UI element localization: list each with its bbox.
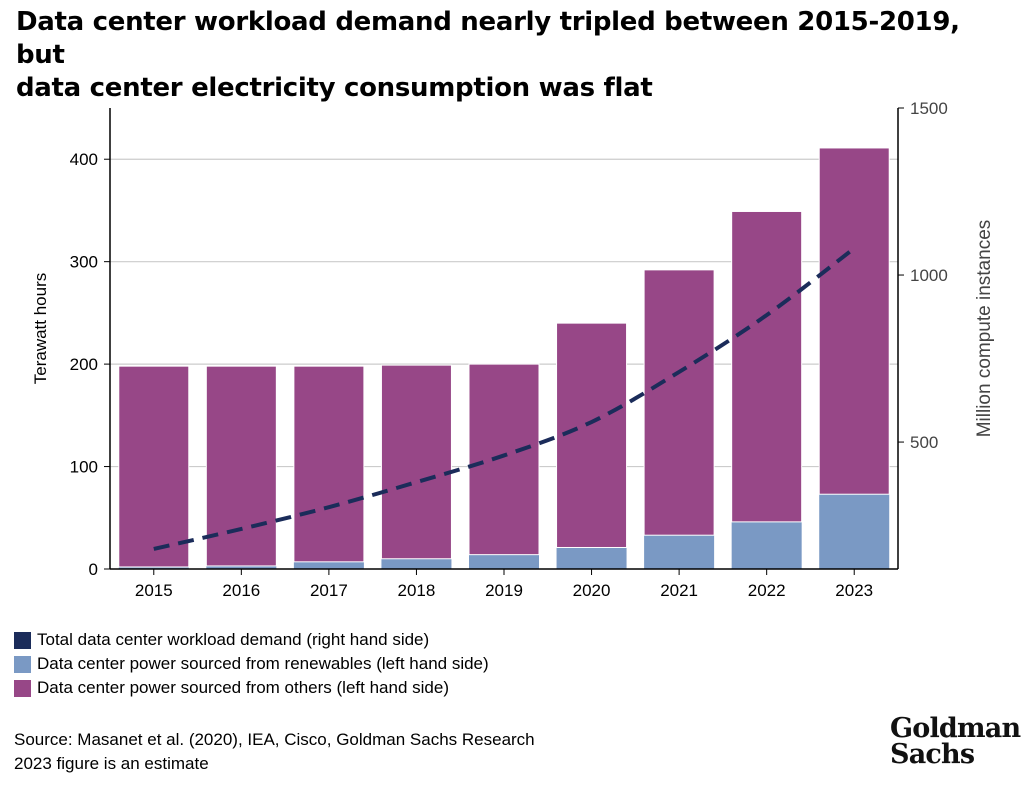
- legend-label-others: Data center power sourced from others (l…: [37, 678, 449, 697]
- footer: Source: Masanet et al. (2020), IEA, Cisc…: [14, 728, 535, 776]
- legend-label-demand: Total data center workload demand (right…: [37, 630, 430, 649]
- legend-swatch-demand: [14, 631, 31, 649]
- estimate-note: 2023 figure is an estimate: [14, 754, 209, 773]
- y2-axis-label: Million compute instances: [974, 220, 995, 438]
- x-tick-label: 2021: [660, 581, 698, 600]
- bar-others: [118, 365, 190, 568]
- legend-item-others: Data center power sourced from others (l…: [14, 676, 489, 700]
- bar-renewables: [118, 566, 189, 569]
- legend-item-renewables: Data center power sourced from renewable…: [14, 652, 489, 676]
- x-tick-label: 2018: [398, 581, 436, 600]
- bar-others: [293, 365, 365, 563]
- x-tick-label: 2023: [835, 581, 873, 600]
- bar-renewables: [381, 558, 452, 569]
- y-axis-label: Terawatt hours: [31, 273, 50, 385]
- bar-renewables: [731, 521, 802, 569]
- legend-label-renewables: Data center power sourced from renewable…: [37, 654, 489, 673]
- chart-title-line-1: Data center workload demand nearly tripl…: [16, 7, 960, 70]
- bar-others: [556, 322, 628, 548]
- y-tick-label: 100: [70, 458, 98, 477]
- demand-line: [153, 246, 856, 551]
- x-tick-label: 2015: [135, 581, 173, 600]
- bar-others: [818, 147, 890, 495]
- x-tick-label: 2017: [310, 581, 348, 600]
- bar-others: [205, 365, 277, 567]
- y-tick-label: 400: [70, 150, 98, 169]
- source-note: Source: Masanet et al. (2020), IEA, Cisc…: [14, 730, 535, 749]
- bar-others: [380, 364, 452, 560]
- y2-tick-label: 1000: [910, 266, 948, 285]
- y-tick-label: 200: [70, 355, 98, 374]
- legend-swatch-others: [14, 679, 31, 697]
- bar-chart: 0 100 200 300 400 500 1000 1500 2015 2016 2017 2018…: [31, 99, 995, 600]
- x-tick-label: 2016: [222, 581, 260, 600]
- legend-swatch-renewables: [14, 655, 31, 673]
- chart-title: Data center workload demand nearly tripl…: [16, 6, 1016, 105]
- bar-renewables: [469, 554, 539, 569]
- y-tick-label: 0: [89, 560, 98, 579]
- x-tick-label: 2019: [485, 581, 523, 600]
- goldman-sachs-logo: Goldman Sachs: [890, 713, 1021, 770]
- bar-renewables: [206, 565, 277, 569]
- y2-tick-label: 500: [910, 433, 938, 452]
- bar-others: [731, 210, 803, 523]
- bar-renewables: [293, 561, 364, 569]
- logo-line-1: Goldman: [890, 713, 1021, 744]
- x-tick-label: 2020: [573, 581, 611, 600]
- x-tick-label: 2022: [748, 581, 786, 600]
- legend-item-demand: Total data center workload demand (right…: [14, 628, 489, 652]
- logo-line-2: Sachs: [890, 739, 975, 770]
- chart-title-line-2: data center electricity consumption was …: [16, 73, 653, 103]
- legend: Total data center workload demand (right…: [14, 628, 489, 700]
- bar-others: [468, 363, 540, 556]
- bar-renewables: [644, 535, 715, 569]
- bar-renewables: [819, 494, 890, 569]
- y2-tick-label: 1500: [910, 99, 948, 118]
- y-tick-label: 300: [70, 253, 98, 272]
- bar-others: [643, 269, 715, 536]
- bar-renewables: [556, 547, 627, 569]
